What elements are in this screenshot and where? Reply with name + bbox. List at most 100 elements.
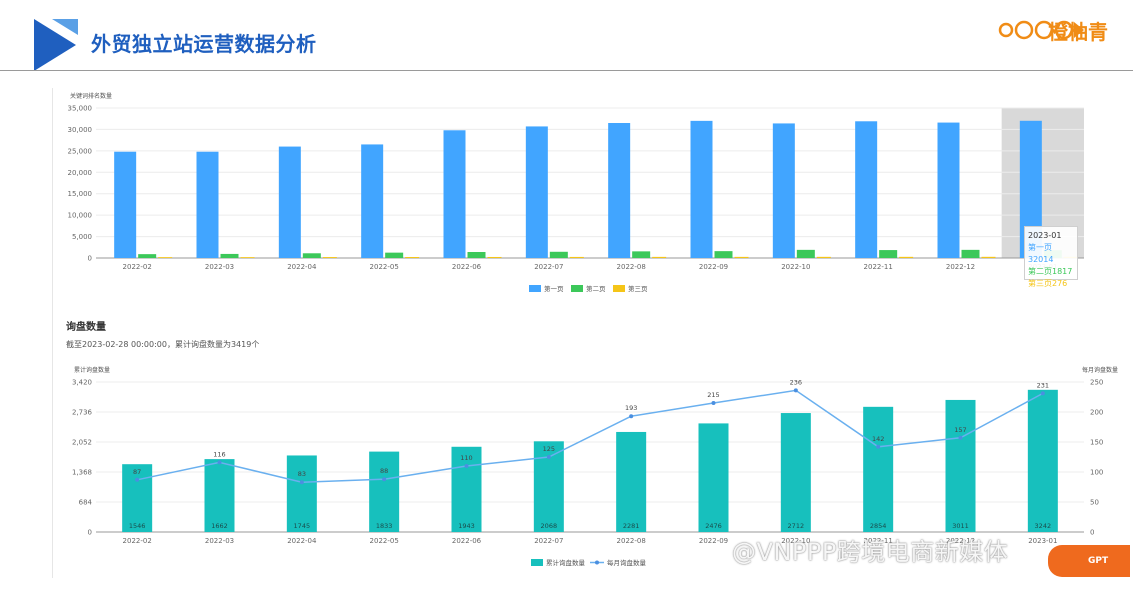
monthly-line — [137, 389, 1044, 483]
x-tick-label: 2022-02 — [123, 263, 152, 271]
right-tick-label: 200 — [1090, 409, 1103, 417]
bar-2022-10 — [780, 413, 811, 532]
bar-2-2022-08 — [632, 251, 651, 258]
x-tick-label: 2022-04 — [287, 263, 317, 271]
tooltip-row-page1: 第一页32014 — [1028, 243, 1054, 264]
bar-3-2022-11 — [899, 256, 914, 258]
x-tick-label: 2022-09 — [699, 263, 728, 271]
line-point — [629, 414, 634, 419]
left-tick-label: 2,052 — [72, 439, 92, 447]
line-value-label: 157 — [954, 426, 966, 434]
bar-2022-04 — [286, 455, 317, 532]
legend-swatch — [531, 559, 543, 566]
bar-2022-08 — [616, 431, 647, 532]
bar-2-2022-10 — [796, 249, 815, 258]
line-point — [793, 388, 798, 393]
bar-value-label: 3242 — [1035, 522, 1052, 530]
bar-2-2022-07 — [549, 251, 568, 258]
y-tick-label: 35,000 — [68, 105, 93, 113]
bar-2022-11 — [863, 406, 894, 532]
bar-1-2023-01 — [1019, 120, 1042, 258]
bar-2023-01 — [1027, 389, 1058, 532]
bar-2-2022-11 — [879, 250, 898, 258]
line-point — [382, 477, 387, 482]
bar-value-label: 2476 — [705, 522, 722, 530]
y-tick-label: 5,000 — [72, 233, 92, 241]
bar-value-label: 1745 — [294, 522, 311, 530]
y-tick-label: 0 — [88, 255, 92, 263]
legend-swatch — [613, 285, 625, 292]
right-tick-label: 100 — [1090, 469, 1103, 477]
line-value-label: 231 — [1037, 381, 1049, 389]
right-axis-label: 每月询盘数量 — [1082, 366, 1118, 374]
bar-2-2022-02 — [138, 254, 157, 258]
bar-value-label: 3011 — [952, 522, 969, 530]
x-tick-label: 2022-11 — [864, 263, 893, 271]
bar-1-2022-12 — [937, 122, 960, 258]
bar-2-2022-03 — [220, 253, 239, 258]
x-tick-label: 2022-03 — [205, 263, 234, 271]
watermark-text: @VNPPP跨境电商新媒体 — [732, 538, 1009, 566]
x-tick-label: 2022-12 — [946, 263, 975, 271]
bar-3-2022-12 — [981, 256, 996, 258]
bar-2022-06 — [451, 446, 482, 532]
right-tick-label: 50 — [1090, 499, 1099, 507]
x-tick-label: 2022-07 — [534, 537, 563, 545]
bar-1-2022-09 — [690, 120, 713, 258]
x-tick-label: 2022-11 — [864, 537, 893, 545]
line-point — [958, 435, 963, 440]
y-tick-label: 30,000 — [68, 126, 93, 134]
right-tick-label: 0 — [1090, 529, 1094, 537]
line-point — [1040, 391, 1045, 396]
page-title: 外贸独立站运营数据分析 — [91, 32, 317, 56]
x-tick-label: 2022-06 — [452, 537, 482, 545]
x-tick-label: 2022-08 — [617, 537, 646, 545]
legend-label: 第一页 — [544, 284, 564, 293]
header-divider — [0, 70, 1133, 71]
y-tick-label: 10,000 — [68, 212, 93, 220]
x-tick-label: 2022-03 — [205, 537, 234, 545]
bar-2-2022-04 — [302, 253, 321, 258]
legend-swatch — [529, 285, 541, 292]
tooltip-title: 2023-01 — [1028, 231, 1062, 240]
x-tick-label: 2022-06 — [452, 263, 482, 271]
bar-3-2022-04 — [322, 257, 337, 258]
y-tick-label: 15,000 — [68, 190, 93, 198]
line-point — [546, 455, 551, 459]
bar-1-2022-02 — [114, 151, 137, 258]
x-tick-label: 2022-10 — [781, 537, 810, 545]
bar-3-2022-05 — [405, 257, 420, 258]
legend-label: 第二页 — [586, 284, 606, 293]
x-tick-label: 2022-02 — [123, 537, 152, 545]
bar-value-label: 1943 — [458, 522, 475, 530]
page-header: 外贸独立站运营数据分析 橙柚青 — [0, 0, 1133, 72]
line-value-label: 88 — [380, 467, 388, 475]
bar-1-2022-04 — [278, 146, 301, 258]
line-value-label: 83 — [298, 470, 306, 478]
bar-2-2022-12 — [961, 249, 980, 258]
line-point — [217, 460, 222, 465]
line-value-label: 87 — [133, 468, 141, 476]
tooltip-row-page2: 第二页1817 — [1028, 267, 1073, 276]
legend-label: 第三页 — [628, 284, 648, 293]
line-value-label: 116 — [213, 450, 225, 458]
left-tick-label: 2,736 — [72, 409, 93, 417]
bar-value-label: 2281 — [623, 522, 640, 530]
bar-3-2022-08 — [652, 256, 667, 258]
bar-1-2022-06 — [443, 130, 466, 258]
bar-value-label: 2854 — [870, 522, 887, 530]
bar-2022-02 — [122, 464, 153, 532]
bar-value-label: 1833 — [376, 522, 393, 530]
line-point — [135, 477, 140, 482]
legend-swatch — [571, 285, 583, 292]
y-tick-label: 25,000 — [68, 147, 93, 155]
bar-3-2022-10 — [816, 256, 831, 258]
bar-3-2022-02 — [158, 257, 173, 258]
bar-2-2022-09 — [714, 251, 733, 258]
x-tick-label: 2022-07 — [534, 263, 563, 271]
bar-3-2022-06 — [487, 256, 502, 258]
y-tick-label: 20,000 — [68, 169, 93, 177]
bar-2022-12 — [945, 399, 976, 532]
left-axis-label: 累计询盘数量 — [74, 366, 110, 374]
